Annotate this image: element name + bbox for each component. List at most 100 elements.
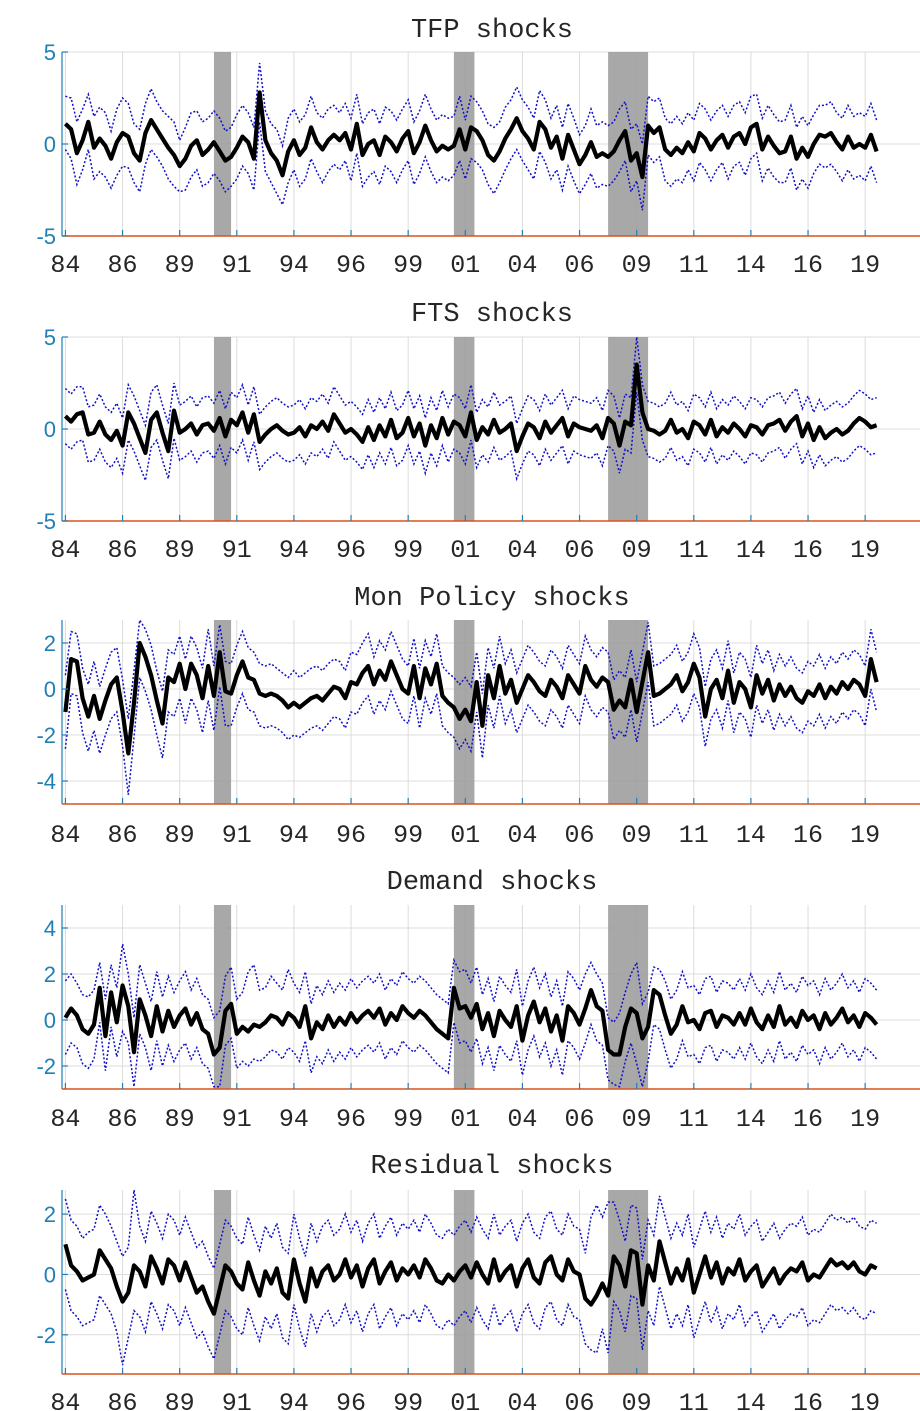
x-tick-label: 14 xyxy=(736,821,766,850)
x-tick-label: 14 xyxy=(736,1389,766,1411)
panel-tfp-shocks: TFP shocks -5 0 5 84 86 89 91 94 96 99 01 04 06 09 11 14… xyxy=(36,16,920,280)
x-tick-label: 16 xyxy=(793,821,823,850)
x-tick-label: 06 xyxy=(565,251,595,280)
x-tick-label: 89 xyxy=(165,821,195,850)
recession-band xyxy=(213,905,232,1089)
x-tick-label: 96 xyxy=(336,536,366,565)
x-tick-label: 84 xyxy=(50,1105,80,1134)
mean-line xyxy=(63,1239,878,1316)
x-tick-label: 09 xyxy=(622,1389,652,1411)
y-tick-label: -5 xyxy=(36,509,56,534)
x-tick-label: 14 xyxy=(736,1105,766,1134)
panel-fts-shocks: FTS shocks -5 0 5 84 86 89 91 94 96 99 01 04 06 09 11 14… xyxy=(36,300,920,565)
x-tick-label: 19 xyxy=(850,251,880,280)
panel-mon-policy-shocks: Mon Policy shocks -4 -2 0 2 84 86 89 91 94 96 99 01 0… xyxy=(36,584,920,850)
lower-band-line xyxy=(64,677,878,795)
x-tick-label: 89 xyxy=(165,251,195,280)
lower-band-line xyxy=(64,121,878,211)
x-tick-label: 84 xyxy=(50,536,80,565)
recession-band xyxy=(608,905,649,1089)
y-tick-label: -2 xyxy=(36,1054,56,1079)
x-tick-label: 19 xyxy=(850,1105,880,1134)
mean-line xyxy=(63,983,879,1057)
x-tick-label: 84 xyxy=(50,821,80,850)
y-tick-label: 0 xyxy=(44,1262,56,1287)
x-tick-label: 11 xyxy=(679,821,709,850)
y-tick-label: -5 xyxy=(36,224,56,249)
x-tick-label: 11 xyxy=(679,536,709,565)
x-tick-label: 09 xyxy=(622,1105,652,1134)
x-tick-label: 89 xyxy=(165,536,195,565)
x-tick-label: 19 xyxy=(850,536,880,565)
panel-title: Demand shocks xyxy=(387,868,598,898)
x-tick-label: 89 xyxy=(165,1105,195,1134)
x-tick-label: 01 xyxy=(450,251,480,280)
x-tick-label: 96 xyxy=(336,1389,366,1411)
x-tick-label: 16 xyxy=(793,1105,823,1134)
x-tick-label: 19 xyxy=(850,821,880,850)
upper-band-line xyxy=(64,943,878,1024)
x-tick-label: 11 xyxy=(679,1389,709,1411)
mean-line xyxy=(63,362,878,455)
x-tick-label: 96 xyxy=(336,821,366,850)
x-tick-label: 16 xyxy=(793,536,823,565)
x-tick-label: 96 xyxy=(336,251,366,280)
x-tick-label: 99 xyxy=(393,536,423,565)
panel-demand-shocks: Demand shocks -2 0 2 4 84 86 89 91 94 96 99 01 04 06 09… xyxy=(36,868,920,1134)
y-tick-label: -2 xyxy=(36,723,56,748)
x-tick-label: 09 xyxy=(622,821,652,850)
y-tick-label: 2 xyxy=(44,962,56,987)
y-tick-label: 5 xyxy=(44,325,56,350)
x-tick-label: 01 xyxy=(450,536,480,565)
lower-band-line xyxy=(64,392,877,484)
x-tick-label: 94 xyxy=(279,1105,309,1134)
mean-line xyxy=(63,640,879,756)
upper-band-line xyxy=(64,617,878,720)
x-tick-label: 91 xyxy=(222,536,252,565)
x-tick-label: 99 xyxy=(393,1105,423,1134)
panel-title: Residual shocks xyxy=(370,1152,613,1182)
x-tick-label: 04 xyxy=(507,1105,537,1134)
x-tick-label: 96 xyxy=(336,1105,366,1134)
x-tick-label: 16 xyxy=(793,1389,823,1411)
x-tick-label: 86 xyxy=(108,536,138,565)
x-tick-label: 06 xyxy=(565,821,595,850)
recession-band xyxy=(608,620,649,804)
recession-band xyxy=(453,1190,475,1374)
x-tick-label: 94 xyxy=(279,536,309,565)
lower-band-line xyxy=(64,1286,877,1366)
y-tick-label: 2 xyxy=(44,631,56,656)
y-tick-label: -2 xyxy=(36,1323,56,1348)
panel-title: FTS shocks xyxy=(411,300,573,330)
x-tick-label: 94 xyxy=(279,1389,309,1411)
x-tick-label: 09 xyxy=(622,251,652,280)
panel-residual-shocks: Residual shocks -2 0 2 84 86 89 91 94 96 99 01 04 06 0… xyxy=(36,1152,920,1411)
x-tick-label: 11 xyxy=(679,251,709,280)
x-tick-label: 84 xyxy=(50,251,80,280)
recession-band xyxy=(213,52,232,236)
y-tick-label: 5 xyxy=(44,40,56,65)
upper-band-line xyxy=(65,62,878,149)
panel-title: TFP shocks xyxy=(411,16,573,46)
y-tick-label: 0 xyxy=(44,677,56,702)
x-tick-label: 06 xyxy=(565,1105,595,1134)
y-tick-label: 2 xyxy=(44,1202,56,1227)
x-tick-label: 14 xyxy=(736,536,766,565)
x-tick-label: 94 xyxy=(279,821,309,850)
x-tick-label: 99 xyxy=(393,251,423,280)
x-tick-label: 94 xyxy=(279,251,309,280)
y-tick-label: 4 xyxy=(44,916,56,941)
x-tick-label: 19 xyxy=(850,1389,880,1411)
x-tick-label: 86 xyxy=(108,251,138,280)
upper-band-line xyxy=(64,1189,877,1271)
x-tick-label: 01 xyxy=(450,821,480,850)
x-tick-label: 09 xyxy=(622,536,652,565)
x-tick-label: 11 xyxy=(679,1105,709,1134)
x-tick-label: 91 xyxy=(222,1389,252,1411)
x-tick-label: 86 xyxy=(108,1389,138,1411)
x-tick-label: 04 xyxy=(507,251,537,280)
lower-band-line xyxy=(64,1022,878,1088)
x-tick-label: 91 xyxy=(222,1105,252,1134)
x-tick-label: 01 xyxy=(450,1105,480,1134)
